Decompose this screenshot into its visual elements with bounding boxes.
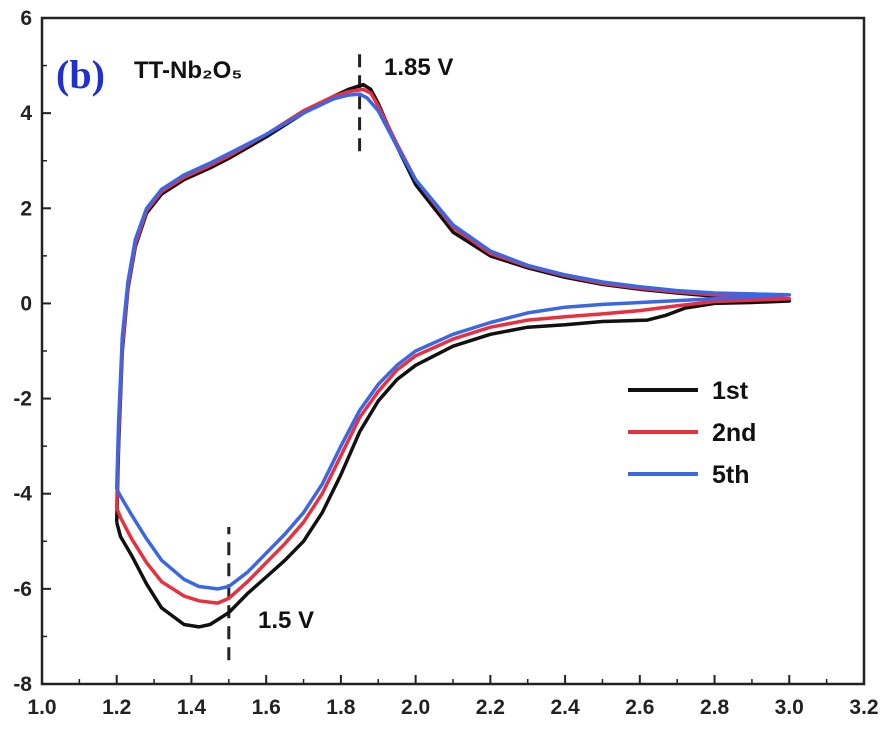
x-tick-label: 1.6 <box>252 696 281 719</box>
y-tick-label: 6 <box>20 7 32 30</box>
panel-label: (b) <box>56 52 105 97</box>
x-tick-label: 1.0 <box>27 696 56 719</box>
y-tick-label: 4 <box>20 102 32 125</box>
y-axis: -8 -6 -4 -2 0 2 4 6 <box>13 7 51 696</box>
x-tick-label: 2.6 <box>625 696 654 719</box>
series-line-1st <box>114 82 792 629</box>
series-line-5th <box>114 92 792 591</box>
x-tick-label: 3.2 <box>849 696 878 719</box>
x-tick-label: 2.2 <box>476 696 505 719</box>
legend-label-2nd: 2nd <box>712 419 756 447</box>
annotation-peak-reduction: 1.5 V <box>258 607 314 634</box>
legend-label-5th: 5th <box>712 461 750 489</box>
x-tick-label: 3.0 <box>775 696 804 719</box>
annotation-peak-oxidation: 1.85 V <box>384 54 453 81</box>
y-tick-label: -6 <box>13 578 32 601</box>
series-curves <box>114 82 792 629</box>
x-axis: 1.0 1.2 1.4 1.6 1.8 2.0 2.2 2.4 2.6 2.8 3.0 3.2 <box>27 675 879 719</box>
x-tick-label: 1.2 <box>102 696 131 719</box>
y-tick-label: -8 <box>13 673 32 696</box>
y-tick-label: 2 <box>20 197 32 220</box>
x-tick-label: 2.8 <box>700 696 730 719</box>
annotation-lines <box>227 46 362 661</box>
x-tick-label: 2.0 <box>401 696 430 719</box>
x-tick-label: 2.4 <box>550 696 580 719</box>
x-tick-label: 1.8 <box>326 696 356 719</box>
legend: 1st 2nd 5th <box>628 377 756 489</box>
y-tick-label: 0 <box>20 292 32 315</box>
x-tick-label: 1.4 <box>177 696 207 719</box>
y-tick-label: -2 <box>13 388 32 411</box>
legend-label-1st: 1st <box>712 377 749 405</box>
chart-title: TT-Nb₂O₅ <box>134 57 242 84</box>
y-tick-label: -4 <box>13 483 32 506</box>
